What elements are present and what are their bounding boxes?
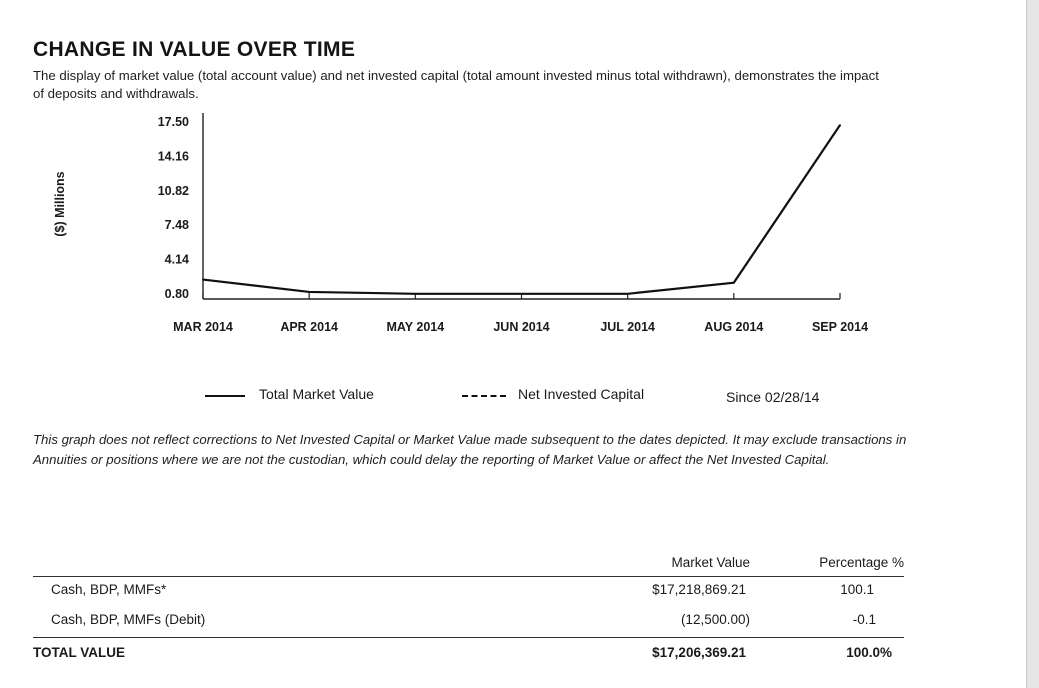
total-rule xyxy=(33,637,904,638)
data-point xyxy=(839,124,841,126)
legend-item-market-value: Total Market Value xyxy=(205,386,435,408)
table-row: Cash, BDP, MMFs* $17,218,869.21 100.1 xyxy=(33,579,904,603)
table-header-row: Market Value Percentage % xyxy=(33,552,904,576)
y-tick-label: 10.82 xyxy=(158,184,189,198)
data-point xyxy=(414,292,417,295)
page-edge-rule xyxy=(1026,0,1039,688)
y-tick-label: 0.80 xyxy=(165,287,189,301)
x-tick-label: MAY 2014 xyxy=(386,320,444,334)
legend-label-market-value: Total Market Value xyxy=(259,386,374,402)
data-point xyxy=(308,291,310,293)
data-point xyxy=(733,281,735,284)
total-market-value: $17,206,369.21 xyxy=(652,645,746,660)
x-tick-label: MAR 2014 xyxy=(173,320,233,334)
row-label: Cash, BDP, MMFs (Debit) xyxy=(51,612,206,627)
series-line-market-value xyxy=(202,124,841,295)
y-tick-label: 7.48 xyxy=(165,218,189,232)
row-label: Cash, BDP, MMFs* xyxy=(51,582,167,597)
x-tick-label: JUN 2014 xyxy=(493,320,549,334)
legend-item-net-invested: Net Invested Capital xyxy=(462,386,702,408)
row-percentage: -0.1 xyxy=(852,612,876,627)
row-market-value: (12,500.00) xyxy=(680,612,750,627)
total-percentage: 100.0% xyxy=(846,645,892,660)
x-tick-label: AUG 2014 xyxy=(704,320,763,334)
table-row: Cash, BDP, MMFs (Debit) (12,500.00) -0.1 xyxy=(33,609,904,633)
x-tick-label: APR 2014 xyxy=(280,320,338,334)
since-date-label: Since 02/28/14 xyxy=(726,389,820,405)
y-tick-label: 17.50 xyxy=(158,115,189,129)
page-title: CHANGE IN VALUE OVER TIME xyxy=(33,38,356,61)
header-rule xyxy=(33,576,904,577)
row-percentage: 100.1 xyxy=(840,582,874,597)
total-row: TOTAL VALUE $17,206,369.21 100.0% xyxy=(33,642,904,666)
solid-line-swatch xyxy=(205,395,245,397)
header-percentage: Percentage % xyxy=(819,555,904,570)
header-market-value: Market Value xyxy=(671,555,750,570)
data-point xyxy=(202,278,204,281)
row-market-value: $17,218,869.21 xyxy=(652,582,746,597)
legend-label-net-invested: Net Invested Capital xyxy=(518,386,645,402)
total-label: TOTAL VALUE xyxy=(33,645,126,660)
data-point xyxy=(520,292,523,295)
y-tick-label: 4.14 xyxy=(165,253,189,267)
dashed-line-swatch xyxy=(462,395,506,397)
x-tick-label: JUL 2014 xyxy=(600,320,655,334)
since-date: Since 02/28/14 xyxy=(726,389,866,411)
y-axis-label: ($) Millions xyxy=(53,171,67,236)
chart-disclaimer: This graph does not reflect corrections … xyxy=(33,432,907,467)
y-tick-label: 14.16 xyxy=(158,149,189,163)
x-tick-label: SEP 2014 xyxy=(812,320,868,334)
data-point xyxy=(626,292,629,295)
intro-text: The display of market value (total accou… xyxy=(33,68,879,101)
